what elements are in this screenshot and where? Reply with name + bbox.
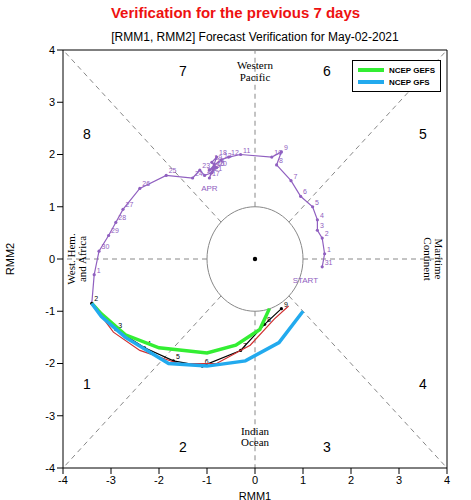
- svg-text:21: 21: [214, 165, 222, 172]
- svg-text:1: 1: [300, 474, 306, 486]
- svg-text:24: 24: [195, 170, 203, 177]
- svg-text:-1: -1: [202, 474, 212, 486]
- svg-text:5: 5: [315, 199, 319, 206]
- svg-text:-2: -2: [45, 357, 55, 369]
- svg-text:4: 4: [444, 474, 450, 486]
- svg-text:1: 1: [327, 246, 331, 253]
- svg-text:-4: -4: [45, 462, 55, 474]
- svg-text:7: 7: [294, 173, 298, 180]
- svg-text:1: 1: [97, 267, 101, 274]
- svg-text:2: 2: [348, 474, 354, 486]
- svg-text:MaritimeContinent: MaritimeContinent: [422, 237, 446, 280]
- svg-text:26: 26: [142, 180, 150, 187]
- svg-text:West. Hem.and Africa: West. Hem.and Africa: [65, 233, 89, 285]
- svg-text:22: 22: [207, 167, 215, 175]
- svg-text:-4: -4: [58, 474, 68, 486]
- svg-text:4: 4: [49, 44, 55, 56]
- svg-text:19: 19: [214, 154, 223, 162]
- svg-text:23: 23: [202, 162, 210, 169]
- svg-text:4: 4: [419, 376, 427, 392]
- svg-text:29: 29: [111, 227, 119, 234]
- svg-text:20: 20: [219, 159, 227, 167]
- svg-text:-2: -2: [154, 474, 164, 486]
- svg-text:APR: APR: [201, 184, 218, 193]
- svg-text:31: 31: [325, 259, 333, 266]
- svg-text:13: 13: [223, 151, 232, 159]
- svg-text:0: 0: [252, 474, 258, 486]
- svg-text:10: 10: [274, 149, 282, 156]
- svg-text:6: 6: [303, 188, 307, 195]
- svg-text:3: 3: [118, 321, 123, 329]
- svg-text:18: 18: [219, 149, 227, 157]
- svg-text:-3: -3: [45, 410, 55, 422]
- svg-text:IndianOcean: IndianOcean: [241, 425, 270, 449]
- svg-text:WesternPacific: WesternPacific: [237, 59, 273, 83]
- svg-text:4: 4: [320, 212, 324, 219]
- svg-text:-1: -1: [45, 305, 55, 317]
- svg-text:START: START: [293, 275, 319, 284]
- svg-text:0: 0: [49, 253, 55, 265]
- svg-text:2: 2: [179, 439, 187, 455]
- html-text:NCEP GFS: NCEP GFS: [388, 77, 430, 87]
- svg-text:8: 8: [279, 157, 283, 164]
- svg-text:9: 9: [284, 144, 288, 151]
- svg-text:3: 3: [323, 439, 331, 455]
- svg-text:28: 28: [118, 214, 126, 221]
- svg-text:11: 11: [243, 147, 250, 154]
- svg-text:3: 3: [396, 474, 402, 486]
- svg-text:25: 25: [169, 167, 177, 174]
- svg-text:1: 1: [83, 376, 91, 392]
- html-text:NCEP GEFS: NCEP GEFS: [388, 65, 435, 75]
- svg-text:8: 8: [83, 126, 91, 142]
- svg-text:6: 6: [323, 63, 331, 79]
- svg-text:9: 9: [283, 300, 288, 308]
- svg-text:8: 8: [267, 316, 271, 324]
- svg-text:1: 1: [49, 201, 55, 213]
- svg-text:2: 2: [94, 295, 98, 302]
- svg-text:RMM1: RMM1: [239, 490, 271, 500]
- svg-text:3: 3: [49, 96, 55, 108]
- html-text:Verification for the previous: Verification for the previous 7 days: [110, 4, 361, 21]
- svg-text:2: 2: [49, 148, 55, 160]
- svg-text:12: 12: [231, 149, 239, 156]
- html-text:[RMM1, RMM2] Forecast Verifica: [RMM1, RMM2] Forecast Verification for M…: [111, 30, 399, 44]
- svg-text:7: 7: [243, 342, 247, 350]
- svg-text:5: 5: [419, 126, 427, 142]
- svg-text:27: 27: [126, 201, 134, 208]
- svg-text:30: 30: [102, 243, 110, 250]
- svg-text:7: 7: [179, 63, 187, 79]
- svg-text:5: 5: [176, 353, 180, 360]
- svg-text:2: 2: [325, 230, 329, 237]
- svg-text:3: 3: [320, 222, 324, 229]
- svg-text:6: 6: [204, 358, 209, 366]
- svg-text:RMM2: RMM2: [8, 243, 16, 275]
- svg-text:-3: -3: [106, 474, 116, 486]
